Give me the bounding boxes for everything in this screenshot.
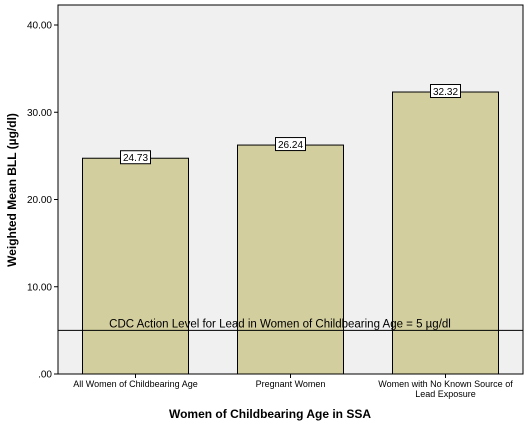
y-axis-title: Weighted Mean BLL (µg/dl) <box>5 113 19 267</box>
y-axis: .00 10.00 20.00 30.00 40.00 <box>27 21 58 381</box>
x-tick-label: Women with No Known Source of <box>378 379 513 389</box>
data-label: 32.32 <box>433 87 458 98</box>
y-tick-label: 30.00 <box>27 108 52 119</box>
x-tick-label: Lead Exposure <box>415 389 476 399</box>
x-axis: All Women of Childbearing Age Pregnant Wo… <box>73 374 513 399</box>
y-tick-label: 20.00 <box>27 195 52 206</box>
x-tick-label: Pregnant Women <box>256 379 326 389</box>
bar <box>392 91 499 375</box>
x-axis-title: Women of Childbearing Age in SSA <box>169 407 371 421</box>
data-label: 24.73 <box>123 153 148 164</box>
y-tick-label: 10.00 <box>27 282 52 293</box>
x-tick-label: All Women of Childbearing Age <box>73 379 197 389</box>
bar <box>82 157 189 375</box>
y-tick-label: 40.00 <box>27 21 52 32</box>
reference-line-label: CDC Action Level for Lead in Women of Ch… <box>109 318 451 330</box>
y-tick-label: .00 <box>38 370 52 381</box>
data-label: 26.24 <box>278 140 303 151</box>
bar <box>237 144 344 375</box>
data-label-box <box>430 84 461 99</box>
data-label-box <box>120 150 151 165</box>
bars: 24.73 26.24 32.32 <box>82 84 499 375</box>
data-label-box <box>275 137 306 152</box>
